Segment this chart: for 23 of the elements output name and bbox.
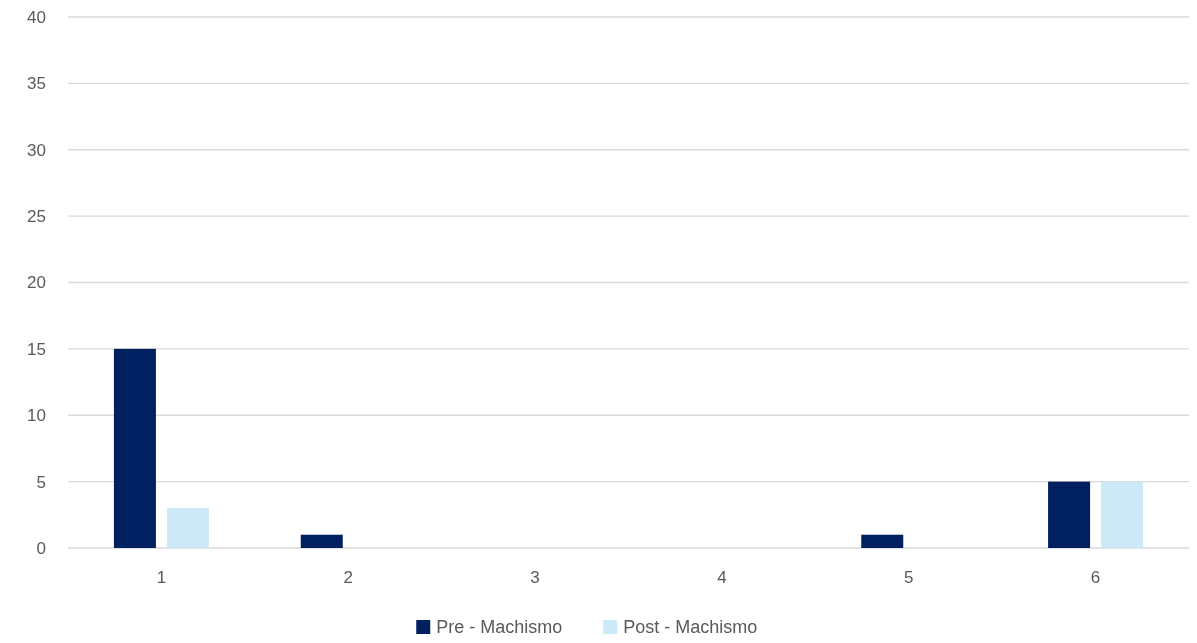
- legend-label: Pre - Machismo: [436, 617, 563, 637]
- x-tick-label: 6: [1090, 568, 1101, 587]
- bar: [166, 508, 209, 548]
- x-tick-label: 3: [530, 568, 540, 587]
- x-tick-label: 2: [343, 568, 353, 587]
- y-tick-label: 30: [27, 140, 46, 160]
- bar: [1048, 481, 1091, 548]
- x-tick-label: 4: [717, 568, 727, 587]
- y-tick-label: 10: [27, 406, 46, 426]
- y-tick-label: 0: [36, 538, 46, 558]
- y-tick-label: 35: [27, 74, 46, 94]
- y-tick-label: 5: [36, 472, 46, 492]
- legend-label: Post - Machismo: [623, 617, 758, 637]
- bar: [113, 348, 156, 548]
- y-tick-label: 20: [27, 273, 46, 293]
- y-tick-label: 15: [27, 339, 46, 359]
- bar: [861, 534, 904, 548]
- x-tick-label: 5: [904, 568, 914, 587]
- y-tick-label: 40: [27, 7, 46, 27]
- bar: [300, 534, 343, 548]
- y-tick-label: 25: [27, 207, 46, 227]
- x-tick-label: 1: [156, 568, 167, 587]
- bar: [1101, 481, 1144, 548]
